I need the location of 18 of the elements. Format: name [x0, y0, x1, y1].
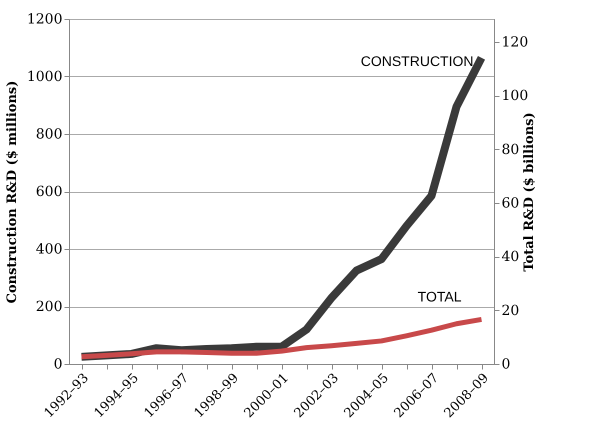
series-label: CONSTRUCTION [360, 52, 474, 69]
y-tick-label: 800 [36, 126, 62, 142]
y2-tick-label: 0 [502, 356, 510, 372]
y2-tick-label: 100 [502, 88, 528, 104]
y-tick-label: 600 [36, 184, 62, 200]
y-tick-label: 200 [36, 299, 62, 315]
y-tick-label: 1200 [26, 12, 62, 28]
series-label: TOTAL [418, 288, 462, 304]
y-tick-label: 1000 [26, 69, 62, 85]
y2-tick-label: 60 [502, 196, 520, 212]
y2-axis-title: Total R&D ($ billions) [522, 112, 538, 272]
y2-tick-label: 40 [502, 249, 520, 266]
y2-tick-label: 80 [502, 142, 520, 158]
y2-tick-label: 20 [502, 302, 520, 319]
y-axis-title: Construction R&D ($ millions) [4, 80, 20, 304]
y-tick-label: 0 [54, 356, 62, 372]
y2-tick-label: 120 [502, 34, 528, 51]
y-tick-label: 400 [36, 242, 62, 258]
